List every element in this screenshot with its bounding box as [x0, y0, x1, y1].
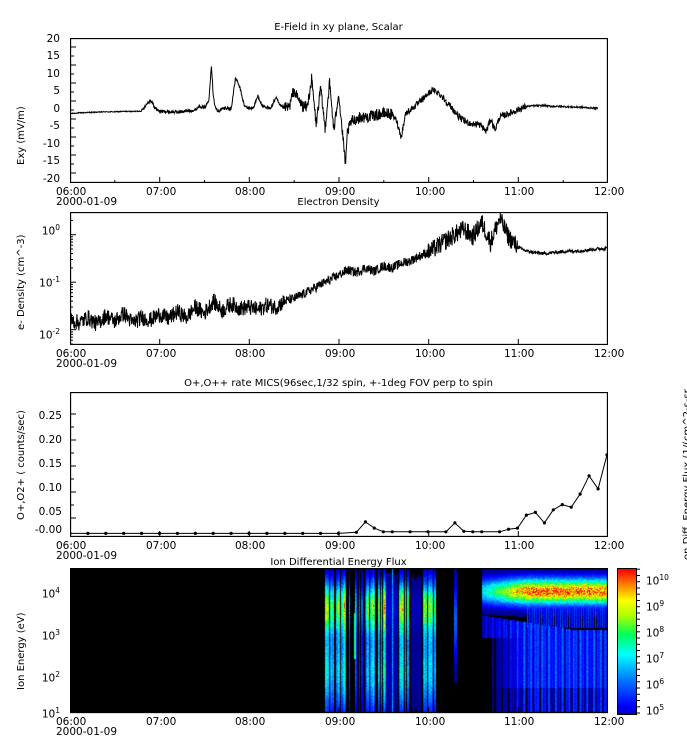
- panel3-ytick-3: 0.10: [38, 482, 62, 494]
- panel1-xtick-5: 11:00: [504, 186, 535, 198]
- panel2-xtick-3: 09:00: [325, 348, 356, 360]
- panel4-xtick-5: 11:00: [504, 716, 535, 728]
- panel2-xtick-4: 10:00: [415, 348, 446, 360]
- panel3-ytick-2: 0.15: [38, 458, 62, 470]
- panel3-plot: [70, 392, 608, 537]
- panel4-xtick-0: 06:00: [56, 716, 87, 728]
- panel1-xtick-3: 09:00: [325, 186, 356, 198]
- colorbar-label: on Diff. Energy Flux (1/(cm^2-s-sr: [682, 389, 687, 560]
- colorbar-tick-5: 105: [646, 703, 665, 718]
- panel2-ytick-2: 10-2: [39, 327, 60, 342]
- panel2-xtick-0: 06:00: [56, 348, 87, 360]
- panel2-ytick-1: 10-1: [39, 275, 60, 290]
- panel1-plot: [70, 38, 608, 183]
- panel4-ytick-3: 101: [41, 706, 60, 721]
- panel4-ytick-1: 103: [41, 628, 60, 643]
- panel1-xtick-2: 08:00: [235, 186, 266, 198]
- panel1-xtick-0: 06:00: [56, 186, 87, 198]
- panel1-ytick-5: -5: [49, 120, 60, 132]
- panel4-xtick-1: 07:00: [146, 716, 177, 728]
- panel1-ytick-4: 0: [53, 103, 60, 115]
- panel1-ytick-8: -20: [42, 173, 60, 185]
- panel2-title: Electron Density: [297, 197, 380, 208]
- panel2-plot: [70, 212, 608, 345]
- panel4-title: Ion Differential Energy Flux: [270, 557, 407, 568]
- panel3-xtick-4: 10:00: [415, 540, 446, 552]
- panel3-ytick-4: 0.05: [38, 506, 62, 518]
- panel1-date: 2000-01-09: [56, 196, 118, 208]
- panel1-ytick-7: -15: [42, 155, 60, 167]
- colorbar-tick-2: 108: [646, 625, 665, 640]
- panel1-ytick-6: -10: [42, 138, 60, 150]
- panel4-xtick-4: 10:00: [415, 716, 446, 728]
- panel3-ytick-1: 0.20: [38, 434, 62, 446]
- panel3-xtick-2: 08:00: [235, 540, 266, 552]
- spectrogram-image: [70, 568, 608, 713]
- panel1-ytick-2: 10: [46, 68, 60, 80]
- panel1-ytick-1: 15: [46, 50, 60, 62]
- panel4-xtick-6: 12:00: [594, 716, 625, 728]
- panel4-xtick-2: 08:00: [235, 716, 266, 728]
- colorbar-tick-0: 1010: [646, 573, 669, 588]
- panel1-title: E-Field in xy plane, Scalar: [274, 22, 403, 33]
- panel4-ytick-2: 102: [41, 670, 60, 685]
- panel3-ytick-0: 0.25: [38, 410, 62, 422]
- panel3-xtick-6: 12:00: [594, 540, 625, 552]
- panel4-xtick-3: 09:00: [325, 716, 356, 728]
- panel2-xtick-5: 11:00: [504, 348, 535, 360]
- colorbar: [617, 568, 637, 715]
- panel1-ylabel: Exy (mV/m): [16, 106, 27, 165]
- panel3-title: O+,O++ rate MICS(96sec,1/32 spin, +-1deg…: [184, 378, 493, 389]
- panel1-xtick-1: 07:00: [146, 186, 177, 198]
- panel1-xtick-6: 12:00: [594, 186, 625, 198]
- panel2-xtick-1: 07:00: [146, 348, 177, 360]
- colorbar-tick-3: 107: [646, 651, 665, 666]
- colorbar-tick-4: 106: [646, 677, 665, 692]
- panel3-xtick-3: 09:00: [325, 540, 356, 552]
- panel1-ytick-0: 20: [46, 33, 60, 45]
- panel3-date: 2000-01-09: [56, 550, 118, 562]
- panel3-ytick-5: -0.00: [34, 524, 62, 536]
- panel4-date: 2000-01-09: [56, 726, 118, 738]
- panel4-ytick-0: 104: [41, 586, 60, 601]
- colorbar-tick-1: 109: [646, 599, 665, 614]
- panel3-xtick-5: 11:00: [504, 540, 535, 552]
- panel3-xtick-0: 06:00: [56, 540, 87, 552]
- panel1-xtick-4: 10:00: [415, 186, 446, 198]
- panel1-ytick-3: 5: [53, 85, 60, 97]
- panel2-ytick-0: 100: [41, 223, 60, 238]
- colorbar-ticks: [636, 568, 640, 714]
- panel2-xtick-6: 12:00: [594, 348, 625, 360]
- panel2-date: 2000-01-09: [56, 358, 118, 370]
- panel2-xtick-2: 08:00: [235, 348, 266, 360]
- panel3-xtick-1: 07:00: [146, 540, 177, 552]
